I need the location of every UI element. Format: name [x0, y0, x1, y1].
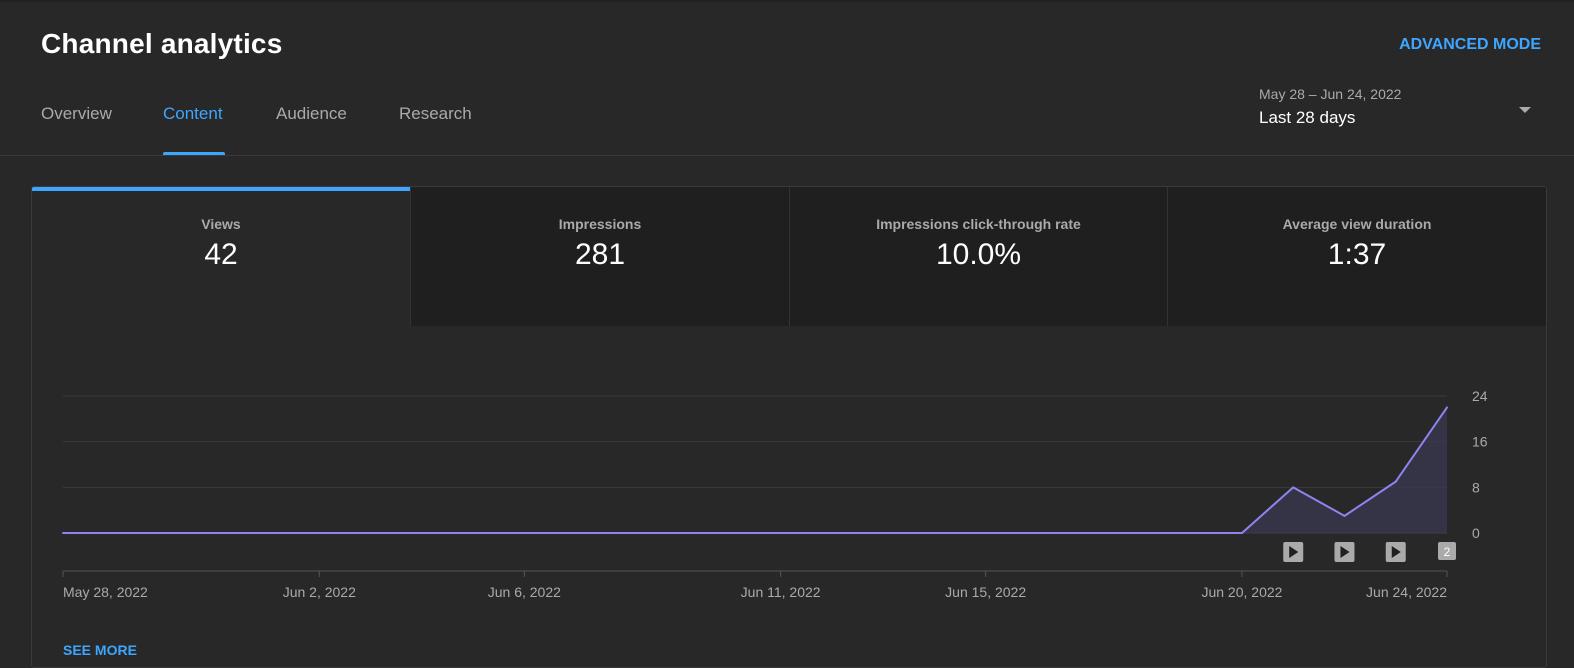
- active-metric-indicator: [32, 187, 410, 191]
- x-tick-label: Jun 11, 2022: [741, 584, 821, 600]
- metric-tab-impressions[interactable]: Impressions 281: [410, 187, 789, 326]
- data-point: [215, 532, 218, 534]
- metric-value: 1:37: [1327, 238, 1387, 271]
- data-point: [984, 532, 987, 534]
- data-point: [625, 532, 628, 534]
- data-point: [1343, 514, 1346, 517]
- tab-research[interactable]: Research: [399, 104, 472, 123]
- data-point: [62, 532, 64, 534]
- metric-label: Impressions: [558, 216, 642, 232]
- advanced-mode-link[interactable]: ADVANCED MODE: [1399, 36, 1541, 53]
- y-tick-label: 0: [1472, 525, 1480, 541]
- video-marker[interactable]: 2: [1438, 542, 1456, 560]
- views-area: [63, 407, 1447, 533]
- metric-value: 42: [204, 238, 238, 271]
- y-tick-label: 24: [1472, 388, 1488, 404]
- date-range-text: May 28 – Jun 24, 2022: [1259, 86, 1402, 102]
- x-tick-label: May 28, 2022: [63, 584, 148, 600]
- data-point: [1035, 532, 1038, 534]
- data-point: [1087, 532, 1090, 534]
- y-tick-label: 16: [1472, 434, 1488, 450]
- metric-tab-ctr[interactable]: Impressions click-through rate 10.0%: [789, 187, 1167, 326]
- x-tick-label: Jun 6, 2022: [488, 584, 561, 600]
- data-point: [1189, 532, 1192, 534]
- page-title: Channel analytics: [41, 28, 283, 59]
- data-point: [472, 532, 475, 534]
- data-point: [574, 532, 577, 534]
- x-tick-label: Jun 24, 2022: [1366, 584, 1447, 600]
- data-point: [728, 532, 731, 534]
- data-point: [1292, 486, 1295, 489]
- data-point: [882, 532, 885, 534]
- data-point: [830, 532, 833, 534]
- data-point: [677, 532, 680, 534]
- data-point: [1394, 480, 1397, 483]
- video-marker-count: 2: [1444, 545, 1451, 559]
- metrics-card: Views 42 Impressions 281 Impressions cli…: [31, 186, 1547, 668]
- data-point: [369, 532, 372, 534]
- data-point: [113, 532, 116, 534]
- data-point: [164, 532, 167, 534]
- top-edge: [0, 0, 1574, 2]
- x-tick-label: Jun 2, 2022: [283, 584, 356, 600]
- tab-audience[interactable]: Audience: [276, 104, 347, 123]
- metric-label: Average view duration: [1282, 216, 1432, 232]
- data-point: [933, 532, 936, 534]
- metric-value: 10.0%: [935, 238, 1022, 271]
- metric-label: Views: [201, 216, 241, 232]
- date-range-picker[interactable]: May 28 – Jun 24, 2022 Last 28 days: [1259, 86, 1541, 136]
- x-tick-label: Jun 20, 2022: [1201, 584, 1282, 600]
- y-tick-label: 8: [1472, 479, 1480, 495]
- dropdown-arrow-icon: [1519, 107, 1531, 113]
- views-line: [63, 406, 1448, 534]
- data-point: [779, 532, 782, 534]
- metric-label: Impressions click-through rate: [876, 216, 1081, 232]
- metric-value: 281: [574, 238, 626, 271]
- see-more-link[interactable]: SEE MORE: [63, 642, 137, 658]
- x-tick-label: Jun 15, 2022: [945, 584, 1026, 600]
- video-marker[interactable]: [1385, 542, 1406, 562]
- data-point: [267, 532, 270, 534]
- views-chart: 0 8 16 24 2 May 28, 2022 Jun 2, 2022 Jun 6, 202…: [62, 388, 1488, 600]
- data-point: [1240, 532, 1243, 534]
- date-range-label: Last 28 days: [1259, 108, 1356, 127]
- data-point: [318, 532, 321, 534]
- video-marker-box: [1438, 542, 1456, 560]
- header-divider: [0, 155, 1574, 156]
- active-tab-indicator: [163, 152, 225, 156]
- tab-content[interactable]: Content: [163, 104, 223, 123]
- play-icon: [1289, 546, 1299, 558]
- data-point: [1138, 532, 1141, 534]
- metric-tab-avg-view-duration[interactable]: Average view duration 1:37: [1167, 187, 1546, 326]
- video-marker[interactable]: [1334, 542, 1355, 562]
- video-marker[interactable]: [1283, 542, 1304, 562]
- data-point: [420, 532, 423, 534]
- metric-tab-views[interactable]: Views 42: [32, 187, 410, 326]
- data-point: [523, 532, 526, 534]
- play-icon: [1391, 546, 1401, 558]
- data-point: [1446, 406, 1448, 409]
- tab-overview[interactable]: Overview: [41, 104, 112, 123]
- play-icon: [1340, 546, 1350, 558]
